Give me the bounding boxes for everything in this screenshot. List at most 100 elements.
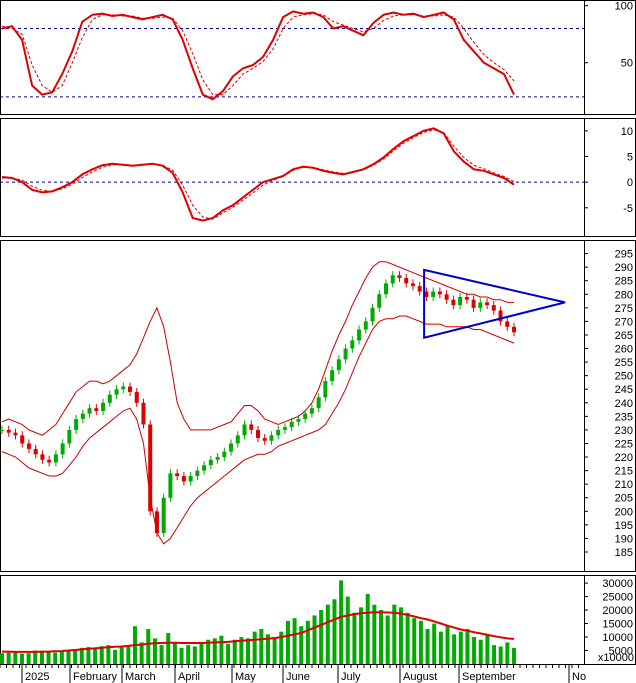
price-tick-label: 220 (615, 452, 633, 464)
price-tick-label: 230 (615, 425, 633, 437)
volume-bar (212, 638, 217, 664)
candle-body (6, 429, 11, 433)
volume-bar (66, 649, 71, 664)
candle-body (215, 457, 220, 460)
candle-body (336, 359, 341, 371)
candle-body (33, 448, 38, 455)
candle-body (343, 348, 348, 360)
candle-body (444, 294, 449, 300)
volume-bar (305, 620, 310, 664)
candle-body (357, 329, 362, 341)
volume-bar (152, 638, 157, 664)
candle-body (235, 435, 240, 444)
volume-tick-label: 15000 (602, 619, 633, 631)
volume-bar (478, 639, 483, 664)
candle-body (87, 408, 92, 414)
candle-body (229, 443, 234, 452)
volume-tick-label: 5000 (609, 646, 633, 658)
price-tick-label: 240 (615, 398, 633, 410)
volume-bar (26, 653, 31, 664)
volume-bar (412, 618, 417, 664)
price-panel: 1851901952002052102152202252302352402452… (0, 240, 636, 572)
volume-bar (285, 620, 290, 664)
volume-bar (159, 645, 164, 664)
candle-body (512, 326, 516, 333)
price-tick-label: 215 (615, 466, 633, 478)
stochastic-tick-label: 50 (621, 58, 633, 70)
volume-bar (352, 612, 357, 664)
candle-body (296, 419, 301, 422)
volume-bar (119, 647, 124, 664)
candle-body (67, 429, 72, 444)
volume-bar (325, 604, 330, 664)
candle-body (242, 424, 247, 436)
volume-bar (79, 647, 84, 664)
volume-bar (365, 593, 370, 664)
volume-bar (498, 646, 503, 664)
volume-bar (265, 634, 270, 664)
price-tick-label: 195 (615, 520, 633, 532)
volume-bar (179, 647, 184, 664)
candle-body (323, 381, 328, 398)
price-tick-label: 245 (615, 384, 633, 396)
volume-bar (73, 649, 78, 664)
volume-bar (505, 642, 510, 664)
stochastic-line (1, 10, 515, 101)
price-tick-label: 235 (615, 411, 633, 423)
candle-body (404, 277, 409, 284)
volume-bar (13, 651, 18, 664)
macd-line (1, 127, 515, 222)
candle-body (175, 473, 180, 477)
price-tick-label: 270 (615, 316, 633, 328)
candle-body (181, 476, 186, 482)
volume-bar (312, 615, 317, 664)
candle-body (53, 454, 58, 463)
volume-bar (99, 646, 104, 664)
stochastic-tick-label: 100 (615, 1, 633, 13)
x-axis-label: September (462, 671, 516, 683)
volume-bar (359, 607, 364, 664)
x-axis-label: February (73, 671, 118, 683)
price-tick-label: 285 (615, 276, 633, 288)
candle-body (478, 302, 483, 308)
x-axis-label: 2025 (25, 671, 49, 683)
volume-bar (113, 649, 118, 664)
candle-body (282, 427, 287, 430)
volume-bar (46, 652, 51, 664)
candle-body (397, 275, 402, 278)
price-tick-label: 290 (615, 262, 633, 274)
candle-body (330, 370, 335, 382)
volume-bar (252, 631, 257, 664)
volume-bar (106, 645, 111, 664)
volume-bar (292, 618, 297, 664)
macd-frame (0, 118, 636, 237)
volume-bar (332, 599, 337, 664)
volume-bar (299, 626, 304, 664)
candle-body (424, 291, 429, 297)
candle-body (121, 386, 126, 390)
volume-bar (379, 610, 384, 664)
volume-tick-label: 20000 (602, 605, 633, 617)
price-tick-label: 185 (615, 547, 633, 559)
candle-body (498, 310, 503, 322)
candle-body (74, 419, 79, 430)
macd-tick-label: 10 (621, 126, 633, 138)
volume-bar (206, 639, 211, 664)
volume-bar (19, 653, 24, 664)
volume-bar (405, 612, 410, 664)
volume-bar (452, 634, 457, 664)
volume-bar (272, 637, 277, 664)
x-axis: 2025 February March April May June July August S… (0, 664, 636, 683)
volume-bar (139, 642, 144, 664)
candle-body (107, 394, 112, 403)
candle-body (289, 421, 294, 428)
volume-bar (53, 652, 58, 664)
volume-bar (438, 631, 443, 664)
candle-body (390, 275, 395, 284)
volume-bar (226, 643, 231, 664)
bollinger-upper (1, 261, 514, 436)
volume-bar (59, 651, 64, 664)
candle-body (269, 435, 274, 441)
candle-body (491, 305, 496, 311)
